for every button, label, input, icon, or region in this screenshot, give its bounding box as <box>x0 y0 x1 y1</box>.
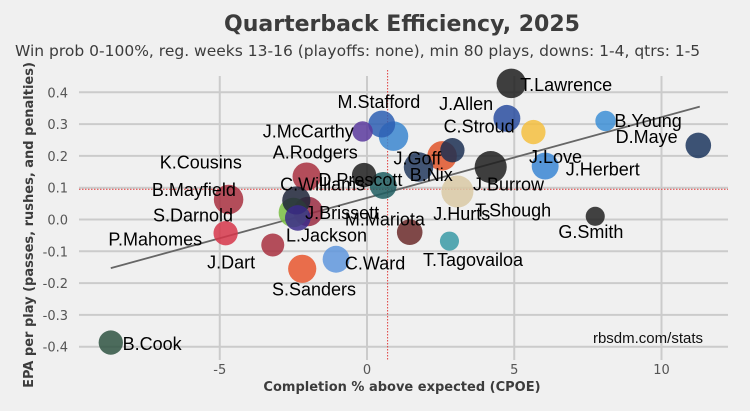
point-label: B.Mayfield <box>152 180 236 200</box>
point-d-prescott[interactable] <box>403 152 434 182</box>
y-axis-label: EPA per play (passes, rushes, and penalt… <box>22 62 37 388</box>
point-label: T.Shough <box>475 201 551 221</box>
point-m-stafford[interactable] <box>368 110 396 138</box>
y-tick-label: -0.1 <box>43 245 68 260</box>
point-j-allen[interactable] <box>493 104 521 132</box>
point-m-mariota[interactable] <box>396 219 423 246</box>
y-tick-label: -0.2 <box>43 277 68 292</box>
x-tick-label: 5 <box>510 363 518 378</box>
point-a-rodgers[interactable] <box>351 162 377 188</box>
point-label: J.Herbert <box>566 159 640 179</box>
point-b-cook[interactable] <box>98 330 123 355</box>
point-label: J.Hurts <box>433 204 490 224</box>
point-label: B.Cook <box>123 334 183 354</box>
chart-title: Quarterback Efficiency, 2025 <box>224 12 580 37</box>
y-tick-label: 0.0 <box>47 214 68 229</box>
point-label: C.Ward <box>345 253 405 273</box>
point-b-young[interactable] <box>595 110 616 132</box>
point-label: P.Mahomes <box>108 230 202 250</box>
point-label: J.Dart <box>207 252 255 272</box>
point-label: D.Prescott <box>318 170 402 190</box>
point-t-lawrence[interactable] <box>496 68 527 99</box>
y-tick-label: -0.4 <box>43 341 68 356</box>
ticks-layer: 0.4 0.3 0.2 0.1 0.0 -0.1 -0.2 -0.3 -0.4 -5 0 5 10 <box>43 86 670 378</box>
point-label: S.Darnold <box>153 206 233 226</box>
point-l-jackson[interactable] <box>284 205 311 231</box>
trend-line <box>110 105 701 270</box>
point-label: B.Young <box>614 111 681 131</box>
point-s-sanders[interactable] <box>288 254 317 283</box>
point-label: T.Tagovailoa <box>423 250 524 270</box>
point-p-mahomes[interactable] <box>213 221 238 246</box>
point-label: A.Rodgers <box>273 143 358 163</box>
y-tick-label: 0.3 <box>47 118 68 133</box>
point-c-stroud[interactable] <box>440 138 465 163</box>
point-j-herbert[interactable] <box>531 152 559 180</box>
x-tick-label: 10 <box>653 363 670 378</box>
point-j-love[interactable] <box>521 119 546 145</box>
point-label: T.Lawrence <box>520 75 612 95</box>
y-tick-label: -0.3 <box>43 309 68 324</box>
point-t-tagovailoa[interactable] <box>439 231 460 251</box>
point-g-smith[interactable] <box>585 206 605 226</box>
point-label: S.Sanders <box>272 279 356 299</box>
points-layer <box>98 68 712 355</box>
y-tick-label: 0.4 <box>47 86 68 101</box>
point-label: J.Burrow <box>473 175 545 195</box>
point-label: B.Nix <box>410 165 453 185</box>
point-j-burrow[interactable] <box>474 150 507 184</box>
x-tick-label: -5 <box>213 363 226 378</box>
trend-line-layer <box>110 105 701 270</box>
chart-subtitle: Win prob 0-100%, reg. weeks 13-16 (playo… <box>15 42 700 60</box>
y-tick-label: 0.2 <box>47 150 68 165</box>
point-c-ward[interactable] <box>322 245 350 273</box>
point-label: K.Cousins <box>160 152 242 172</box>
point-label: G.Smith <box>558 222 623 242</box>
watermark: rbsdm.com/stats <box>593 330 703 347</box>
point-label: D.Maye <box>616 127 678 147</box>
x-tick-label: 0 <box>363 363 371 378</box>
point-label: M.Mariota <box>345 210 426 230</box>
point-j-dart[interactable] <box>261 233 285 257</box>
y-tick-label: 0.1 <box>47 182 68 197</box>
point-j-mccarthy[interactable] <box>352 121 373 142</box>
point-k-cousins[interactable] <box>292 162 321 191</box>
point-label: J.Brissett <box>305 203 379 223</box>
point-label: M.Stafford <box>338 92 421 112</box>
point-t-shough[interactable] <box>441 175 474 208</box>
point-label: J.Love <box>529 147 582 167</box>
x-axis-label: Completion % above expected (CPOE) <box>263 380 540 395</box>
point-b-mayfield[interactable] <box>213 184 244 215</box>
point-d-maye[interactable] <box>685 132 712 159</box>
point-label: J.Goff <box>394 148 443 168</box>
point-j-hurts[interactable] <box>369 172 397 199</box>
point-label: L.Jackson <box>286 225 367 245</box>
point-label: C.Williams <box>280 175 365 195</box>
point-label: C.Stroud <box>444 116 515 136</box>
point-label: J.McCarthy <box>263 121 354 141</box>
point-label: J.Allen <box>439 94 493 114</box>
